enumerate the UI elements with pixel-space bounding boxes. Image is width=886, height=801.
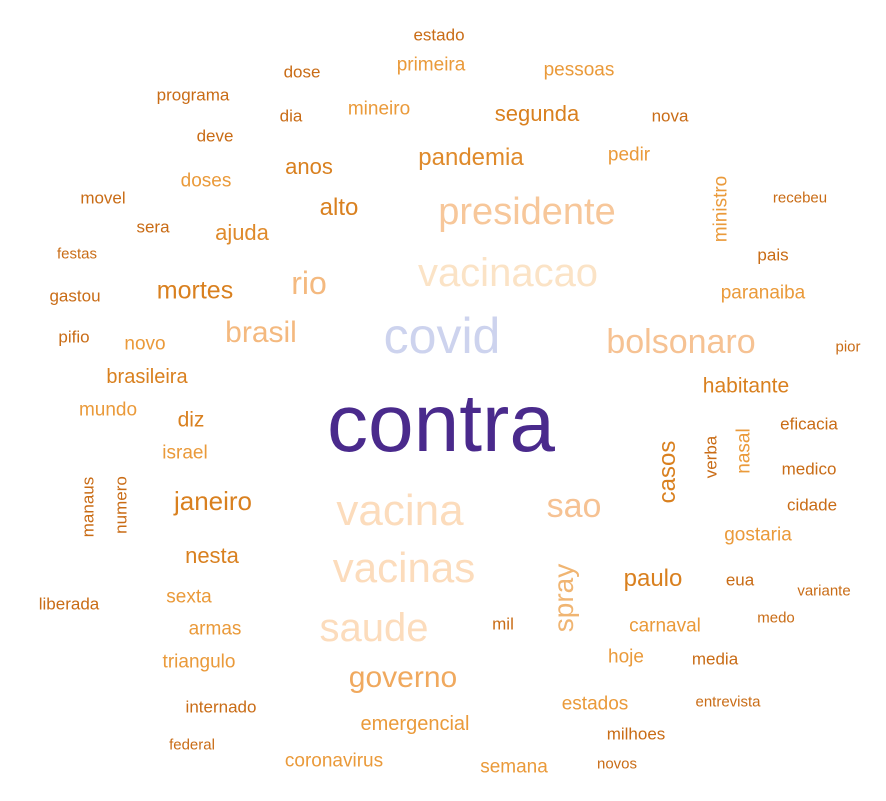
- word: diz: [177, 408, 205, 432]
- word: doses: [180, 170, 232, 192]
- word: recebeu: [772, 189, 828, 207]
- word: ajuda: [215, 220, 269, 245]
- word: novos: [596, 755, 638, 773]
- word: vacina: [336, 486, 464, 535]
- word: estados: [561, 693, 629, 715]
- word: paranaiba: [720, 282, 806, 304]
- word: sera: [136, 217, 170, 237]
- word: milhoes: [606, 724, 666, 744]
- word: governo: [348, 661, 458, 694]
- word: rio: [291, 265, 327, 301]
- word: sexta: [166, 586, 212, 608]
- word: alto: [319, 194, 359, 221]
- word: mundo: [78, 399, 138, 421]
- word: nova: [651, 106, 689, 126]
- word: manaus: [78, 476, 98, 538]
- word: habitante: [702, 374, 790, 398]
- word: entrevista: [695, 693, 761, 711]
- word: deve: [196, 126, 234, 146]
- word: federal: [169, 736, 215, 754]
- word: eficacia: [780, 414, 838, 434]
- word: pessoas: [543, 59, 615, 81]
- word: eua: [725, 570, 755, 590]
- word: segunda: [494, 101, 580, 126]
- word: pais: [757, 245, 789, 265]
- word: presidente: [438, 191, 616, 233]
- word: liberada: [38, 594, 100, 614]
- word: pifio: [58, 327, 90, 347]
- word: semana: [480, 756, 548, 778]
- word: dose: [283, 62, 321, 82]
- word: variante: [797, 582, 851, 600]
- word: casos: [654, 440, 681, 504]
- word: coronavirus: [284, 750, 384, 772]
- word: festas: [56, 245, 98, 263]
- word: movel: [80, 188, 126, 208]
- word: numero: [111, 476, 131, 534]
- word: pandemia: [418, 144, 524, 171]
- word: saude: [319, 606, 429, 650]
- word: nasal: [733, 428, 755, 474]
- word: novo: [124, 333, 166, 355]
- word: spray: [548, 563, 579, 633]
- word: mil: [492, 614, 514, 634]
- word: paulo: [623, 565, 683, 592]
- word: internado: [185, 697, 257, 717]
- word: anos: [285, 154, 333, 179]
- word: gostaria: [724, 524, 792, 546]
- word: armas: [188, 618, 242, 640]
- word: pior: [835, 338, 861, 356]
- word: bolsonaro: [606, 323, 756, 361]
- word: contra: [327, 378, 555, 469]
- word: medico: [781, 459, 837, 479]
- word: vacinacao: [417, 251, 599, 295]
- word: triangulo: [162, 651, 236, 673]
- word: pedir: [607, 144, 651, 166]
- word: mortes: [156, 276, 234, 305]
- word: sao: [546, 487, 602, 525]
- word: nesta: [185, 543, 239, 568]
- word: brasil: [225, 316, 297, 349]
- word: ministro: [710, 175, 732, 243]
- word: programa: [156, 85, 230, 105]
- word: emergencial: [360, 713, 470, 735]
- word: covid: [383, 308, 501, 364]
- word: primeira: [396, 54, 466, 76]
- word: carnaval: [629, 615, 701, 637]
- word: verba: [701, 435, 721, 479]
- word: gastou: [49, 286, 101, 306]
- word: dia: [279, 106, 303, 126]
- word: cidade: [786, 495, 838, 515]
- word: estado: [413, 25, 465, 45]
- word: janeiro: [173, 486, 253, 516]
- word: israel: [162, 442, 208, 464]
- word: hoje: [608, 646, 644, 668]
- word: mineiro: [347, 98, 411, 120]
- word: medo: [757, 609, 795, 627]
- word: brasileira: [106, 366, 188, 388]
- word: vacinas: [332, 544, 476, 591]
- word: media: [691, 649, 739, 669]
